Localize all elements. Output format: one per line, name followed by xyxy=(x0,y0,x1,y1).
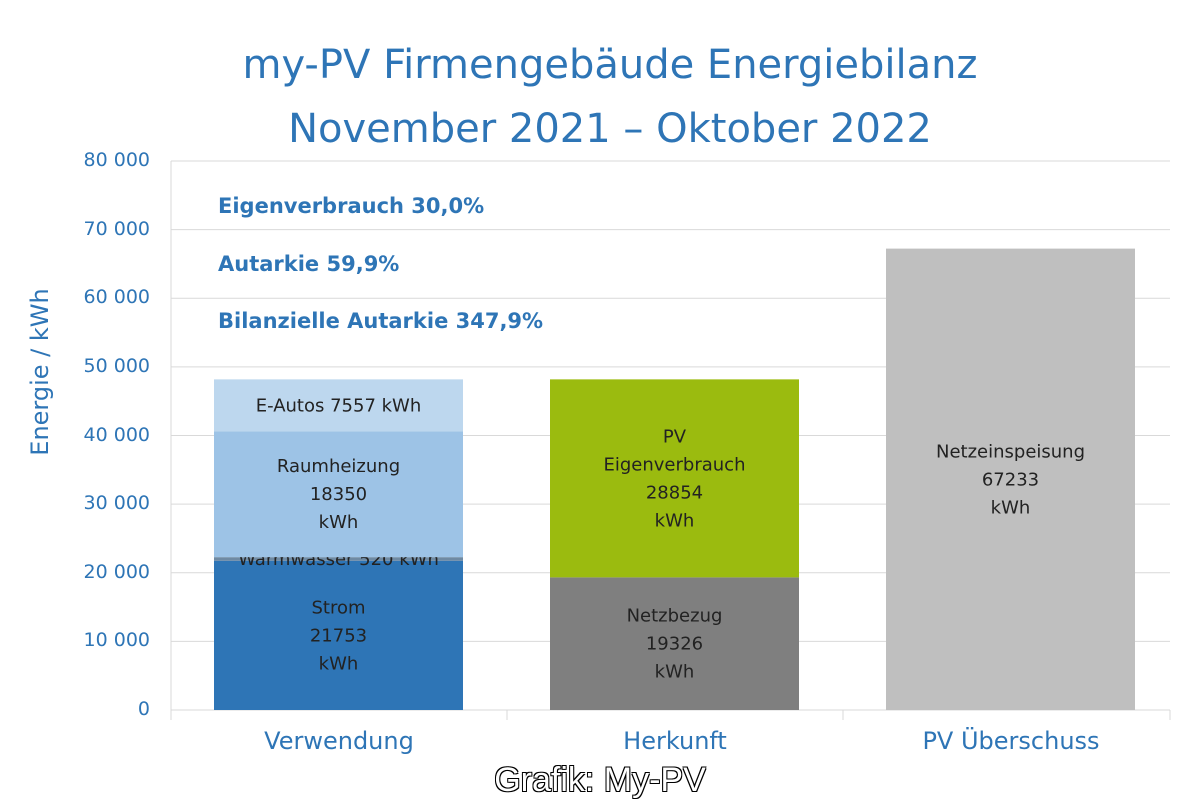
image-credit-caption: Grafik: My-PV xyxy=(494,761,706,799)
bar-segment-strom xyxy=(214,560,463,710)
data-label: Raumheizung xyxy=(277,456,400,477)
data-label: E-Autos 7557 kWh xyxy=(256,395,422,416)
annotation-autarkie: Autarkie 59,9% xyxy=(218,252,400,276)
bar-segment-netzeinspeisung xyxy=(886,248,1135,711)
chart-subtitle: November 2021 – Oktober 2022 xyxy=(288,106,932,152)
annotation-eigenverbrauch: Eigenverbrauch 30,0% xyxy=(218,194,485,218)
y-tick-label: 80 000 xyxy=(83,149,150,171)
data-label: kWh xyxy=(319,512,359,533)
data-label: Strom xyxy=(311,597,365,618)
category-label-herkunft: Herkunft xyxy=(623,727,727,755)
category-label-pv-ueberschuss: PV Überschuss xyxy=(922,727,1100,755)
chart-title: my-PV Firmengebäude Energiebilanz xyxy=(242,42,978,88)
category-label-verwendung: Verwendung xyxy=(264,727,414,755)
data-label: Netzeinspeisung xyxy=(936,441,1085,462)
data-label: kWh xyxy=(655,510,695,531)
y-tick-label: 60 000 xyxy=(83,286,150,309)
data-label: kWh xyxy=(319,653,359,674)
y-tick-label: 10 000 xyxy=(83,629,150,652)
bar-segment-pv-eigenverbrauch xyxy=(550,379,799,578)
y-tick-label: 40 000 xyxy=(83,423,150,446)
data-label: 28854 xyxy=(646,482,703,503)
data-label: 21753 xyxy=(310,625,367,646)
y-tick-label: 20 000 xyxy=(83,560,150,583)
y-tick-label: 70 000 xyxy=(83,217,150,240)
annotation-bilanzielle-autarkie: Bilanzielle Autarkie 347,9% xyxy=(218,309,544,333)
data-label: 19326 xyxy=(646,634,703,655)
bar-segment-raumheizung xyxy=(214,431,463,558)
bar-segment-netzbezug xyxy=(550,577,799,710)
data-label: 18350 xyxy=(310,484,367,505)
data-label: kWh xyxy=(655,662,695,683)
bar-segment-e-autos xyxy=(214,379,463,432)
y-tick-label: 50 000 xyxy=(83,354,150,377)
data-label: 67233 xyxy=(982,469,1039,490)
data-label: PV xyxy=(663,426,687,447)
data-label: Eigenverbrauch xyxy=(604,454,746,475)
data-label: Netzbezug xyxy=(627,606,723,627)
y-tick-label: 0 xyxy=(137,698,150,720)
y-tick-label: 30 000 xyxy=(83,492,150,515)
data-label: kWh xyxy=(991,497,1031,518)
bar-segment-warmwasser xyxy=(214,557,463,561)
